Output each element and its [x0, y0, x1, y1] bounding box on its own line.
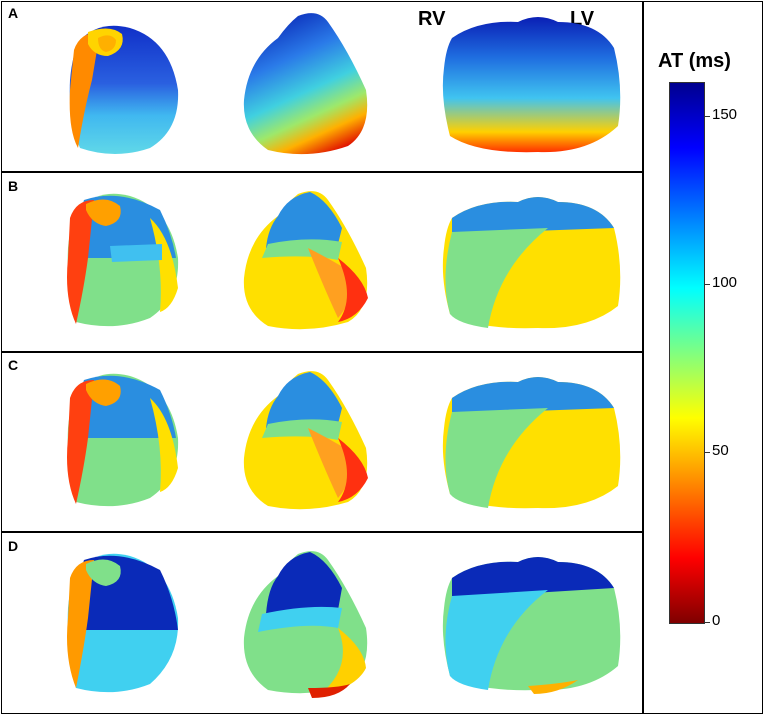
heart-b-anterior: [243, 191, 368, 330]
view-label-rv: RV: [418, 8, 446, 30]
colorbar-tick-label-150: 150: [712, 106, 738, 123]
heart-c-anterior: [243, 371, 368, 510]
heart-d-posterior: [442, 557, 621, 694]
panel-separator-bc: [1, 351, 643, 353]
panel-separator-ab: [1, 171, 643, 173]
colorbar: [669, 82, 705, 624]
heart-d-lateral: [67, 553, 179, 693]
colorbar-tick-50: [705, 452, 710, 453]
heart-d-anterior: [243, 551, 368, 698]
panel-label-a: A: [8, 5, 19, 21]
colorbar-tick-0: [705, 622, 710, 623]
colorbar-tick-100: [705, 284, 710, 285]
heart-b-posterior: [442, 197, 621, 329]
heart-a-posterior: [442, 17, 621, 153]
colorbar-tick-label-0: 0: [712, 612, 721, 629]
heart-a-lateral: [69, 25, 179, 155]
heart-c-lateral: [67, 373, 179, 507]
colorbar-tick-label-100: 100: [712, 274, 738, 291]
panel-label-b: B: [8, 178, 19, 194]
panel-label-c: C: [8, 357, 19, 373]
colorbar-tick-150: [705, 116, 710, 117]
colorbar-separator: [642, 1, 644, 714]
heart-c-posterior: [442, 377, 621, 509]
heart-a-anterior: [243, 13, 368, 155]
panel-label-d: D: [8, 538, 19, 554]
heart-b-lateral: [67, 193, 179, 327]
colorbar-title: AT (ms): [658, 50, 731, 72]
colorbar-tick-label-50: 50: [712, 442, 729, 459]
panel-separator-cd: [1, 531, 643, 533]
